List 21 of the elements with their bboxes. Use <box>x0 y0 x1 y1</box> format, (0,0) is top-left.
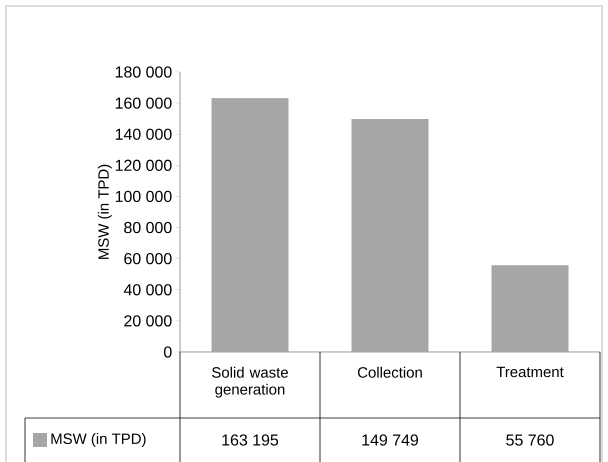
y-tick-label: 140 000 <box>116 128 172 140</box>
legend-label: MSW (in TPD) <box>51 433 146 447</box>
y-tick-label: 0 <box>164 346 172 358</box>
y-tick-label: 180 000 <box>116 66 172 78</box>
x-tick-label: Collection <box>358 366 422 378</box>
y-tick-label: 160 000 <box>116 97 172 109</box>
y-tick-label: 100 000 <box>116 190 172 202</box>
y-axis-title: MSW (in TPD) <box>98 164 112 259</box>
x-tick-label: Solid waste generation <box>212 366 288 398</box>
y-tick-label: 120 000 <box>116 160 172 171</box>
bar <box>492 265 569 352</box>
y-tick-label: 40 000 <box>124 284 172 296</box>
data-label: 149 749 <box>362 434 418 446</box>
x-tick-label: Treatment <box>496 366 564 378</box>
bar <box>212 98 289 352</box>
y-tick-label: 80 000 <box>124 222 172 234</box>
y-tick-label: 60 000 <box>124 253 172 264</box>
y-tick-label: 20 000 <box>124 315 172 327</box>
bar <box>352 119 429 352</box>
data-label: 55 760 <box>506 434 554 446</box>
data-label: 163 195 <box>222 434 278 446</box>
